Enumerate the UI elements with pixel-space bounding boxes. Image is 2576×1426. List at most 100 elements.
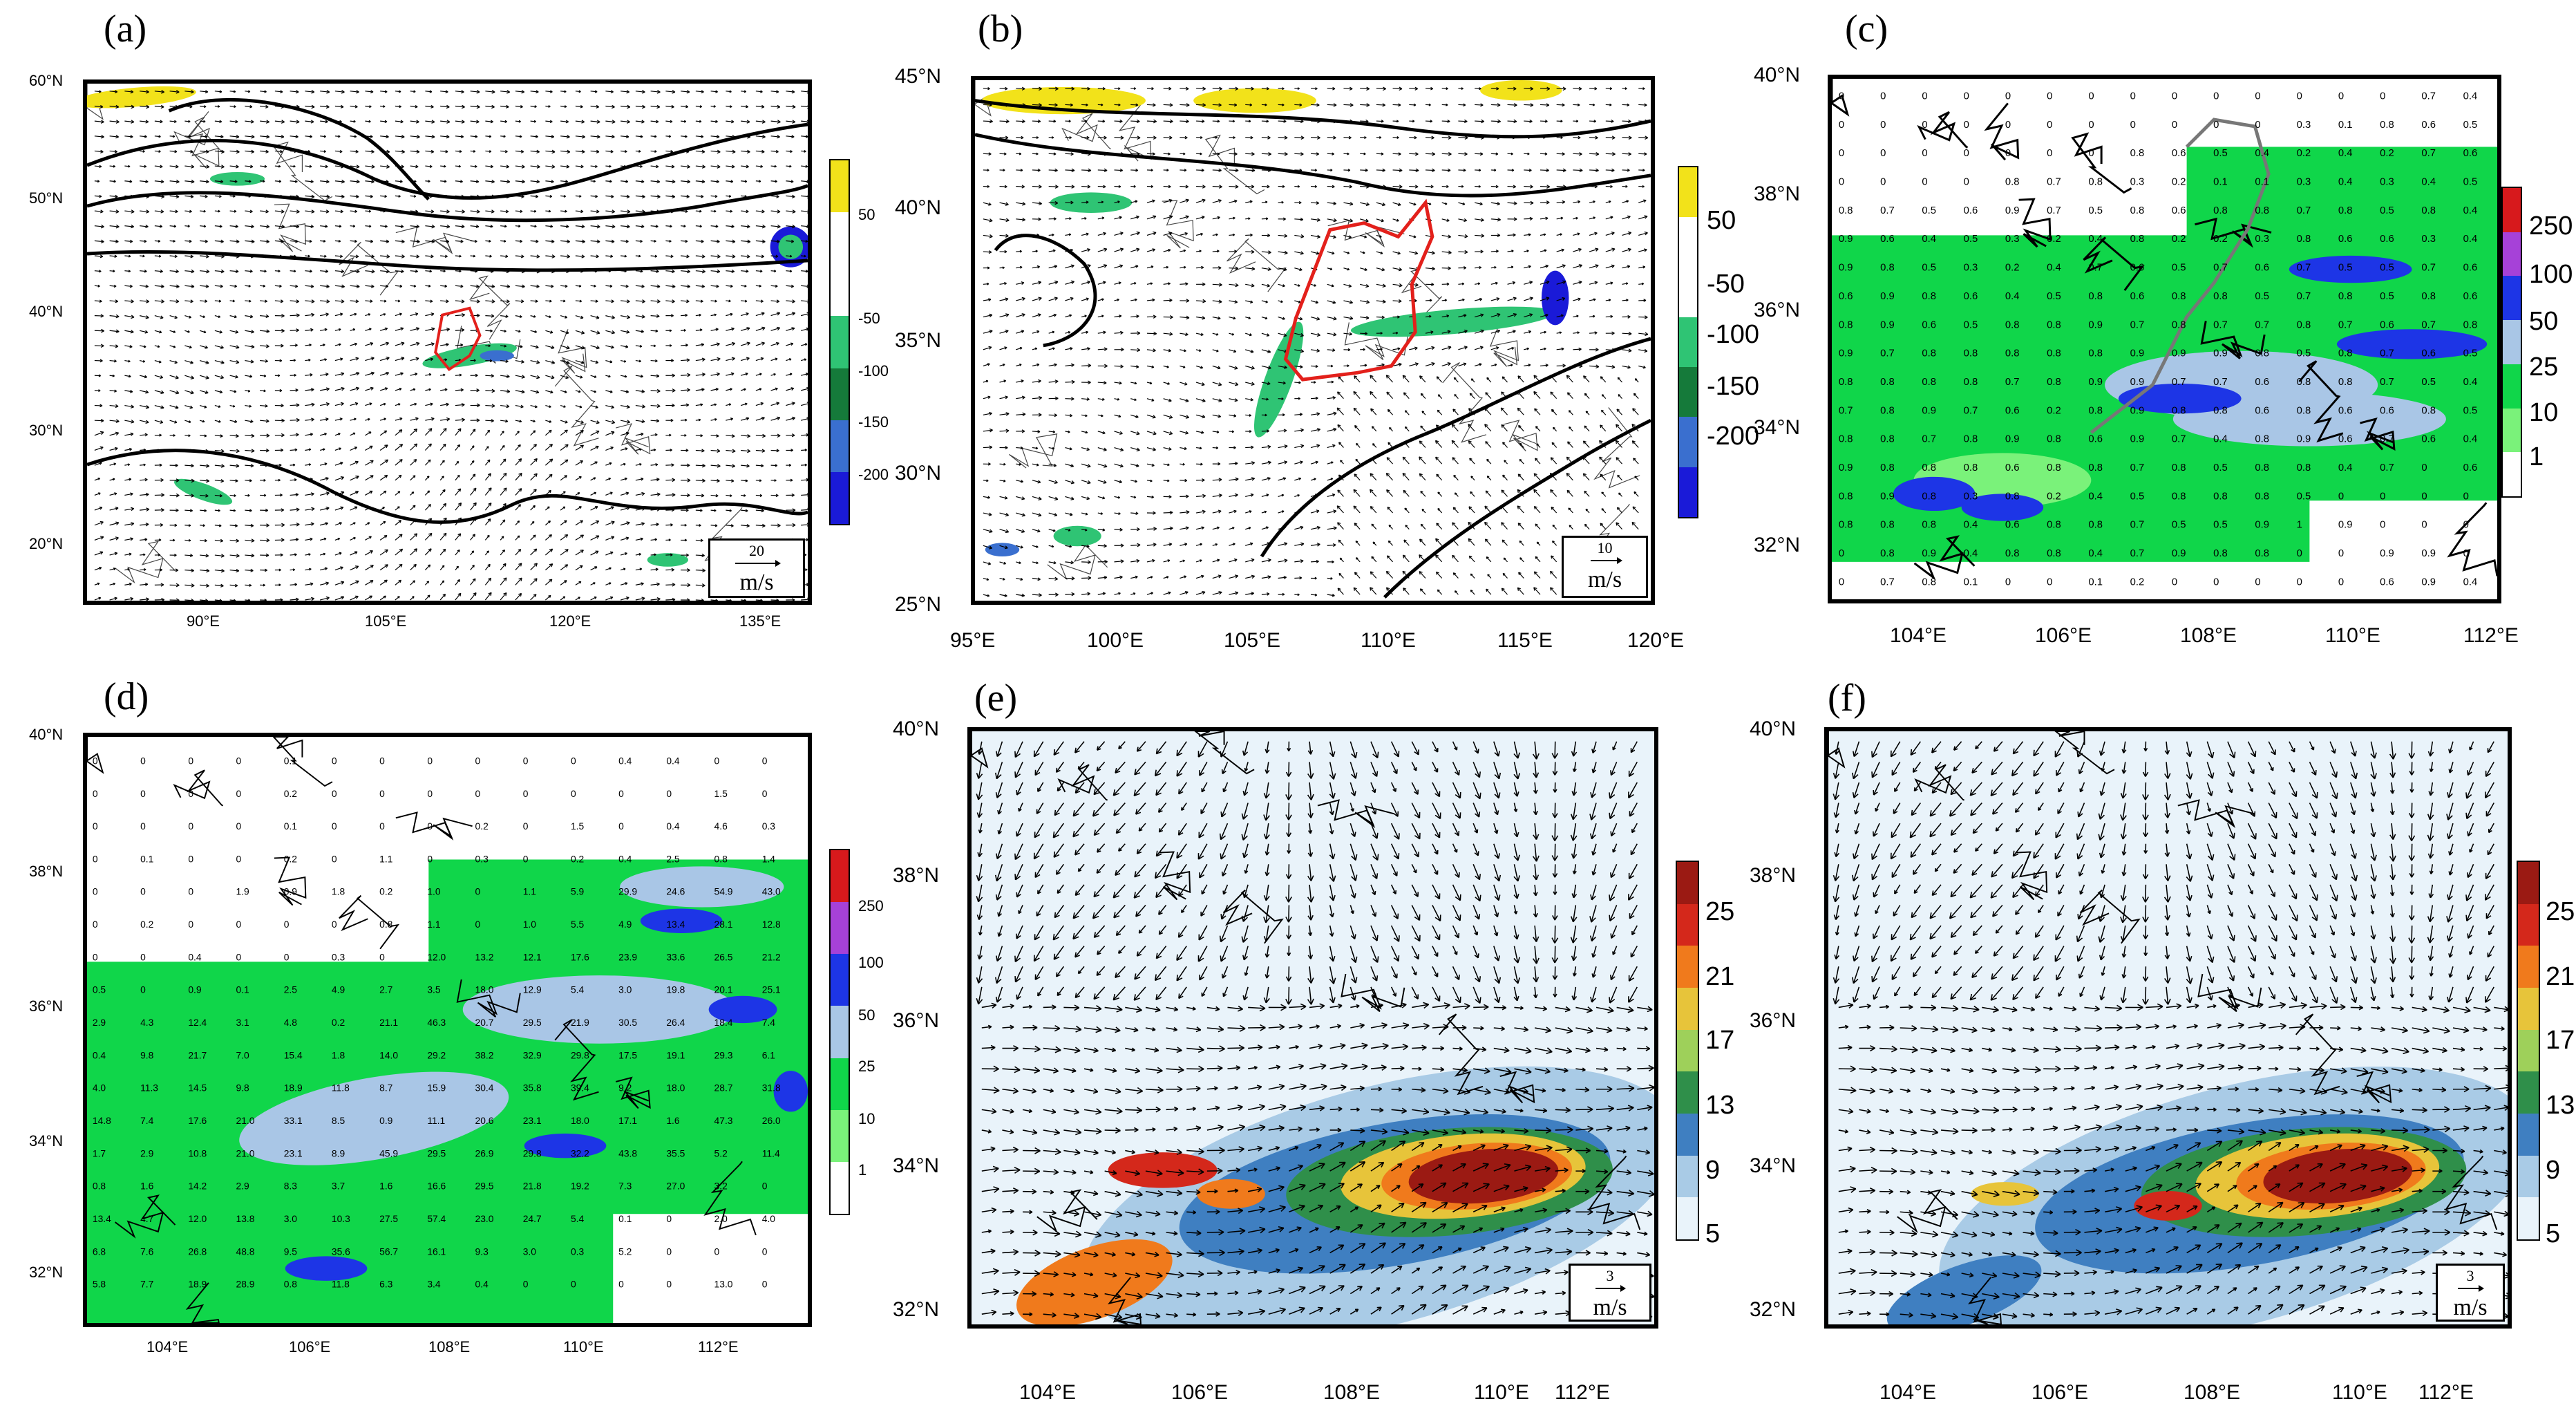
shaded-region — [708, 995, 777, 1024]
grid-value: 1.8 — [332, 1049, 345, 1060]
grid-value: 0.8 — [2088, 405, 2103, 416]
height-contour — [87, 250, 808, 272]
grid-value: 3.1 — [236, 1017, 249, 1028]
grid-value: 4.6 — [714, 820, 728, 832]
lat-tick: 40°N — [1750, 717, 1797, 740]
grid-value: 26.8 — [188, 1246, 207, 1257]
grid-value: 0.8 — [2213, 291, 2228, 302]
grid-value: 0.6 — [2421, 348, 2436, 359]
cbar-label: -100 — [1707, 320, 1760, 349]
grid-value: 0.4 — [1964, 520, 1978, 531]
shaded-region — [1197, 1179, 1265, 1209]
grid-value: 0.8 — [379, 919, 393, 930]
grid-value: 0.6 — [2005, 520, 2020, 531]
lat-tick: 40°N — [895, 196, 942, 219]
grid-value: 0 — [762, 1246, 768, 1257]
grid-value: 0.8 — [2255, 434, 2269, 445]
cbar-label: 25 — [2546, 897, 2575, 926]
height-contour — [87, 122, 808, 200]
grid-value: 0.8 — [2047, 377, 2061, 388]
grid-value: 0 — [140, 755, 146, 766]
lat-tick: 40°N — [1754, 64, 1801, 86]
grid-value: 0.8 — [2421, 291, 2436, 302]
grid-value: 0.6 — [2463, 291, 2478, 302]
grid-value: 28.7 — [714, 1082, 733, 1094]
grid-value: 0 — [93, 788, 98, 799]
grid-value: 4.9 — [332, 984, 345, 995]
grid-value: 0.3 — [762, 820, 776, 832]
grid-value: 0 — [2338, 548, 2344, 559]
grid-value: 26.4 — [666, 1017, 685, 1028]
grid-value: 0 — [379, 788, 385, 799]
grid-value: 12.0 — [188, 1213, 207, 1224]
grid-value: 1.1 — [379, 853, 392, 864]
grid-value: 1.5 — [571, 820, 585, 832]
height-contour — [975, 133, 1651, 198]
grid-value: 0.8 — [2213, 205, 2228, 216]
shaded-region — [524, 1133, 607, 1158]
grid-value: 0.8 — [2005, 491, 2020, 502]
grid-value: 12.4 — [188, 1017, 207, 1028]
grid-value: 9.5 — [284, 1246, 298, 1257]
grid-value: 0.8 — [2338, 205, 2353, 216]
cbar-label: -50 — [858, 310, 880, 327]
grid-value: 0.6 — [1964, 205, 1978, 216]
grid-value: 0 — [762, 755, 768, 766]
grid-value: 0 — [140, 984, 146, 995]
grid-value: 0.4 — [2338, 462, 2353, 473]
grid-value: 0 — [1839, 576, 1844, 588]
cbar-label: 21 — [1705, 962, 1735, 991]
lat-tick: 20°N — [29, 535, 64, 552]
grid-value: 0 — [1922, 120, 1927, 131]
grid-value: 4.0 — [762, 1213, 776, 1224]
grid-value: 21.1 — [379, 1017, 398, 1028]
grid-value: 0.8 — [2255, 205, 2269, 216]
grid-value: 0.6 — [2463, 263, 2478, 274]
grid-value: 0 — [762, 1279, 768, 1290]
grid-value: 0.4 — [618, 853, 632, 864]
grid-value: 6.3 — [379, 1279, 393, 1290]
grid-value: 0.5 — [2380, 205, 2394, 216]
panel-b: (b) 10 m/s 45°N 40°N 35°N 30°N 25°N 95°E… — [857, 0, 1759, 664]
grid-value: 29.5 — [427, 1147, 446, 1158]
grid-value: 6.1 — [762, 1049, 775, 1060]
cbar-label: 5 — [2546, 1219, 2561, 1248]
panel-d-map: 0 0 0 0 0.1 0 0 0 0 0 0 0.4 0.4 0 0 0 0 0 0 0.2 0 0 0 0 0 0 0 0 1.5 0… — [83, 733, 812, 1327]
grid-value: 8.3 — [284, 1181, 298, 1192]
grid-value: 0 — [284, 919, 290, 930]
grid-value: 2.5 — [666, 853, 680, 864]
shaded-region — [462, 975, 737, 1044]
height-contour — [994, 234, 1097, 348]
grid-value: 0.9 — [1839, 462, 1853, 473]
lon-tick: 104°E — [1019, 1381, 1077, 1404]
grid-value: 4.8 — [284, 1017, 298, 1028]
cbar-label: 50 — [2529, 307, 2559, 336]
grid-value: 0.4 — [618, 755, 632, 766]
grid-value: 3.5 — [427, 984, 441, 995]
grid-value: 0.9 — [2130, 348, 2145, 359]
grid-value: 0.4 — [2338, 148, 2353, 159]
grid-value: 26.0 — [762, 1115, 781, 1126]
grid-value: 0 — [140, 788, 146, 799]
grid-value: 0.5 — [2172, 520, 2186, 531]
grid-value: 0 — [188, 788, 193, 799]
cbar-label: -100 — [858, 362, 889, 379]
grid-value: 10.3 — [332, 1213, 350, 1224]
lat-tick: 40°N — [893, 717, 940, 740]
grid-value: 25.1 — [762, 984, 781, 995]
grid-value: 0 — [2463, 491, 2469, 502]
grid-value: 0.7 — [1839, 405, 1853, 416]
panel-c-colorbar — [2501, 187, 2522, 498]
grid-value: 0.4 — [475, 1279, 489, 1290]
grid-value: 0.9 — [1880, 291, 1895, 302]
grid-value: 0 — [1880, 148, 1886, 159]
grid-value: 2.9 — [140, 1147, 154, 1158]
grid-value: 0.2 — [332, 1017, 345, 1028]
grid-value: 0.8 — [1880, 434, 1895, 445]
grid-value: 0 — [523, 853, 529, 864]
grid-value: 0.7 — [2421, 319, 2436, 330]
lat-tick: 45°N — [895, 65, 942, 88]
grid-value: 0 — [618, 820, 624, 832]
grid-value: 7.3 — [618, 1181, 632, 1192]
grid-value: 0.8 — [1922, 491, 1936, 502]
